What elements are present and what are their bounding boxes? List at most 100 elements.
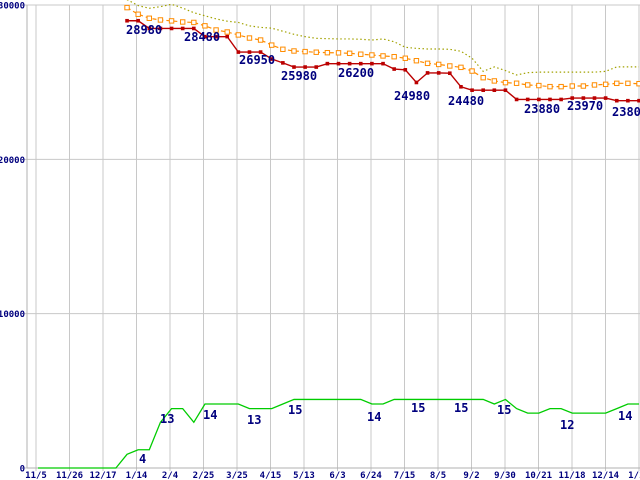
y-tick-label: 10000 — [0, 310, 25, 320]
average-price-marker — [536, 82, 542, 89]
average-price-marker — [614, 80, 620, 87]
average-price-marker — [191, 19, 197, 26]
average-price-marker — [157, 17, 164, 23]
lowest-price-marker — [392, 67, 396, 71]
count-point-label: 13 — [247, 413, 261, 427]
average-price-marker — [558, 83, 564, 90]
price-point-label: 28480 — [184, 30, 220, 44]
x-tick-label: 1/18 — [628, 471, 640, 480]
average-price-marker — [135, 11, 141, 17]
average-price-marker — [513, 80, 520, 86]
lowest-price-marker — [492, 88, 497, 92]
average-price-marker — [124, 4, 130, 11]
lowest-price-marker — [136, 18, 140, 23]
average-price-marker — [458, 64, 464, 71]
average-price-marker — [235, 32, 242, 38]
lowest-price-marker — [570, 96, 575, 100]
lowest-price-marker — [481, 88, 485, 92]
lowest-price-marker — [258, 50, 263, 54]
x-tick-label: 4/15 — [260, 471, 282, 480]
average-price-marker — [502, 79, 509, 86]
lowest-price-marker — [414, 80, 419, 85]
lowest-price-marker — [403, 68, 408, 72]
average-price-marker — [625, 80, 631, 87]
lowest-price-marker — [448, 71, 452, 76]
lowest-price-marker — [425, 71, 430, 75]
lowest-price-marker — [281, 61, 285, 65]
count-point-label: 15 — [411, 401, 425, 415]
price-point-label: 23800 — [612, 105, 640, 119]
price-point-label: 23970 — [567, 99, 603, 113]
x-tick-label: 2/25 — [193, 471, 215, 480]
x-tick-label: 5/13 — [293, 471, 315, 480]
x-tick-label: 11/26 — [56, 471, 83, 480]
average-price-marker — [224, 29, 230, 35]
average-price-marker — [547, 83, 553, 90]
x-tick-label: 8/5 — [430, 471, 446, 480]
average-price-marker — [346, 50, 353, 57]
lowest-price-marker — [603, 96, 608, 100]
average-price-marker — [602, 81, 609, 88]
price-point-label: 28980 — [126, 23, 162, 37]
x-tick-label: 12/17 — [89, 471, 116, 480]
x-tick-label: 2/4 — [162, 471, 179, 480]
count-point-label: 13 — [160, 412, 174, 426]
average-price-marker — [369, 52, 375, 58]
average-price-marker — [569, 83, 575, 89]
count-point-label: 15 — [454, 401, 468, 415]
lowest-price-marker — [637, 98, 640, 103]
x-tick-label: 9/30 — [494, 471, 516, 480]
average-price-marker — [358, 51, 364, 57]
count-point-label: 15 — [497, 403, 511, 417]
y-tick-label: 30000 — [0, 2, 25, 12]
count-point-label: 12 — [560, 418, 574, 432]
x-tick-label: 6/24 — [360, 471, 382, 480]
lowest-price-marker — [214, 34, 218, 39]
average-price-marker — [246, 35, 253, 41]
lowest-price-marker — [169, 26, 174, 31]
lowest-price-marker — [592, 96, 597, 100]
count-point-label: 14 — [618, 409, 632, 423]
lowest-price-marker — [325, 61, 330, 66]
average-price-marker — [402, 55, 408, 61]
average-price-marker — [313, 49, 319, 55]
y-tick-label: 0 — [20, 465, 25, 475]
x-tick-label: 11/18 — [558, 471, 585, 480]
lowest-price-marker — [470, 88, 474, 92]
average-price-marker — [324, 49, 331, 56]
count-point-label: 14 — [367, 410, 381, 424]
lowest-price-marker — [125, 18, 129, 23]
lowest-price-marker — [314, 65, 319, 69]
lowest-price-marker — [336, 61, 341, 66]
store-count-line — [38, 398, 640, 469]
lowest-price-marker — [192, 26, 196, 31]
average-price-marker — [335, 50, 342, 56]
x-tick-label: 11/5 — [25, 471, 47, 480]
average-price-marker — [380, 53, 386, 59]
lowest-price-marker — [203, 34, 207, 39]
lowest-price-marker — [537, 97, 541, 102]
average-price-marker — [491, 78, 498, 84]
average-price-marker — [447, 63, 453, 69]
lowest-price-marker — [236, 50, 241, 54]
lowest-price-marker — [225, 34, 230, 39]
average-price-marker — [580, 83, 587, 89]
average-price-marker — [591, 82, 598, 88]
lowest-price-marker — [358, 61, 363, 66]
price-point-label: 23880 — [524, 102, 560, 116]
x-tick-label: 6/3 — [329, 471, 345, 480]
lowest-price-marker — [525, 97, 530, 102]
lowest-price-marker — [269, 57, 274, 61]
lowest-price-marker — [436, 71, 441, 75]
lowest-price-marker — [459, 84, 463, 89]
average-price-marker — [469, 68, 475, 74]
price-point-label: 24980 — [394, 89, 430, 103]
x-tick-label: 1/14 — [126, 471, 148, 480]
lowest-price-marker — [381, 61, 385, 66]
lowest-price-marker — [147, 26, 152, 31]
lowest-price-marker — [370, 61, 374, 66]
price-point-label: 26200 — [338, 66, 374, 80]
average-price-marker — [146, 15, 153, 21]
